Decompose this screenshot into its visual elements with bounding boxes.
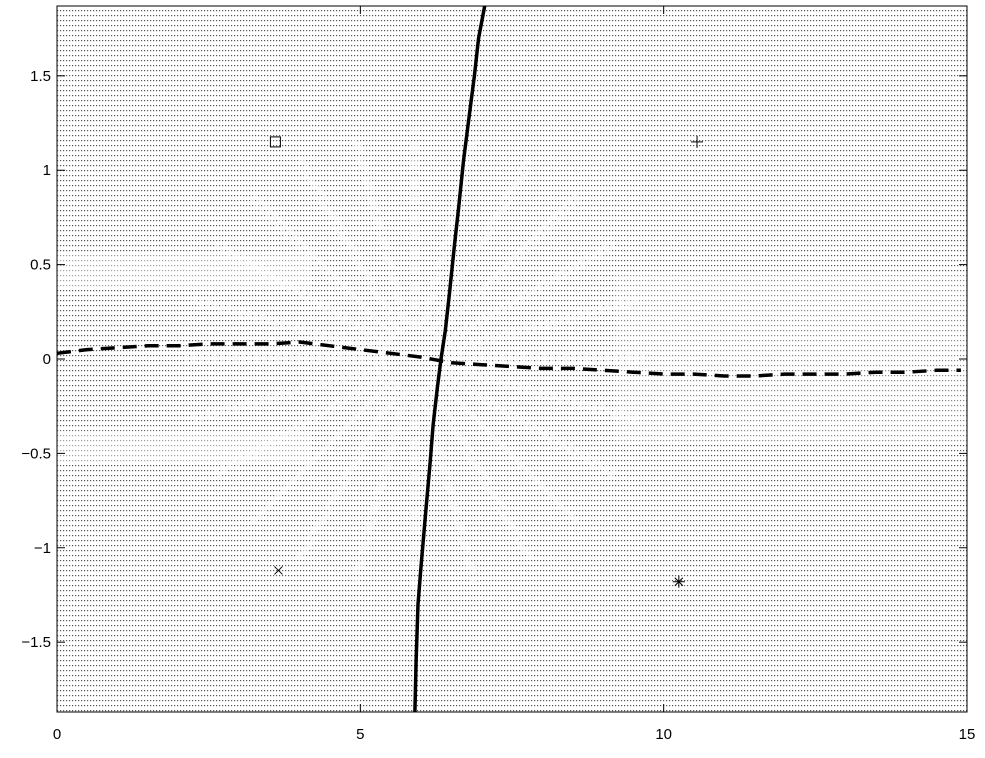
light-band-lower	[57, 430, 312, 463]
plot-background	[57, 6, 967, 712]
radial-ray	[432, 377, 581, 525]
marker-asterisk	[672, 575, 685, 588]
y-tick-label: −1	[34, 540, 51, 557]
marker-plus	[691, 135, 704, 148]
radial-ray	[442, 295, 639, 356]
radial-ray	[442, 362, 639, 423]
radial-ray	[191, 362, 388, 423]
y-tick-label: 0.5	[30, 257, 51, 274]
radial-ray	[351, 386, 412, 583]
marker-square	[269, 136, 281, 148]
radial-ray	[432, 193, 581, 341]
radial-ray	[249, 377, 397, 525]
plot-marks	[56, 5, 961, 713]
x-tick-label: 15	[959, 726, 976, 743]
radial-ray	[438, 370, 617, 478]
marker-cross	[274, 566, 283, 575]
light-radial-region	[57, 129, 967, 589]
light-band-right	[615, 274, 967, 444]
x-tick-label: 10	[655, 726, 672, 743]
radial-ray	[213, 240, 392, 348]
axis-ticks: 0 5 10 15 1.5 1 0.5 0 −0.5 −1 −1.5	[21, 6, 975, 743]
radial-ray	[426, 382, 534, 561]
radial-ray	[249, 193, 397, 341]
y-tick-label: −1.5	[21, 634, 51, 651]
radial-ray	[296, 382, 404, 561]
y-tick-label: −0.5	[21, 445, 51, 462]
radial-ray	[426, 157, 534, 336]
dashed-curve	[56, 340, 961, 378]
x-tick-label: 0	[53, 726, 61, 743]
radial-ray	[296, 157, 404, 336]
light-band-upper	[57, 255, 312, 288]
radial-ray	[351, 135, 412, 332]
radial-ray	[438, 240, 617, 348]
radial-ray	[418, 135, 479, 332]
solid-curve	[413, 5, 487, 713]
y-tick-label: 0	[43, 351, 51, 368]
radial-ray	[213, 370, 392, 478]
radial-ray	[191, 295, 388, 356]
y-tick-label: 1.5	[30, 68, 51, 85]
radial-ray	[418, 386, 479, 583]
y-tick-label: 1	[43, 162, 51, 179]
x-tick-label: 5	[356, 726, 364, 743]
